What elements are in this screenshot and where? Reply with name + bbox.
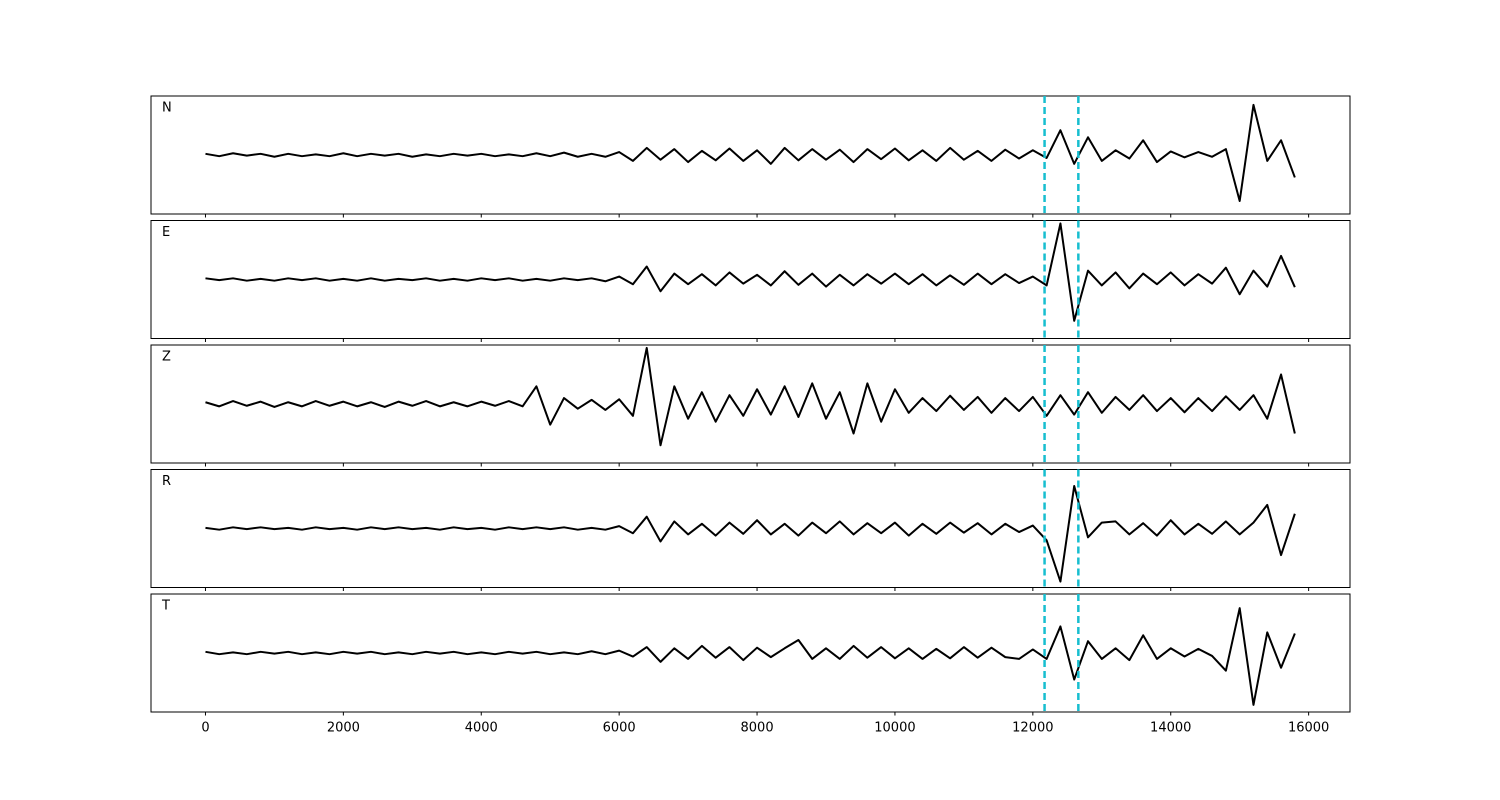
panel-frame xyxy=(150,593,1351,713)
trace xyxy=(205,485,1296,583)
panel-frame xyxy=(150,220,1351,339)
panel-label: N xyxy=(162,101,172,116)
panel-label: T xyxy=(161,599,170,614)
trace xyxy=(205,103,1296,203)
x-tick-label: 10000 xyxy=(874,721,915,736)
x-tick-label: 16000 xyxy=(1288,721,1329,736)
panel-label: R xyxy=(162,474,171,489)
panel-frame xyxy=(150,95,1351,215)
x-tick-label: 12000 xyxy=(1012,721,1053,736)
trace xyxy=(205,346,1296,447)
x-tick-label: 6000 xyxy=(603,721,636,736)
trace xyxy=(205,222,1296,322)
panel-label: Z xyxy=(162,350,171,365)
trace xyxy=(205,607,1296,706)
panel-frame xyxy=(150,469,1351,588)
x-tick-label: 0 xyxy=(201,721,209,736)
x-tick-label: 4000 xyxy=(465,721,498,736)
panel-label: E xyxy=(162,225,170,240)
x-tick-label: 14000 xyxy=(1150,721,1191,736)
x-tick-label: 8000 xyxy=(741,721,774,736)
panel-frame xyxy=(150,344,1351,464)
x-tick-label: 2000 xyxy=(327,721,360,736)
